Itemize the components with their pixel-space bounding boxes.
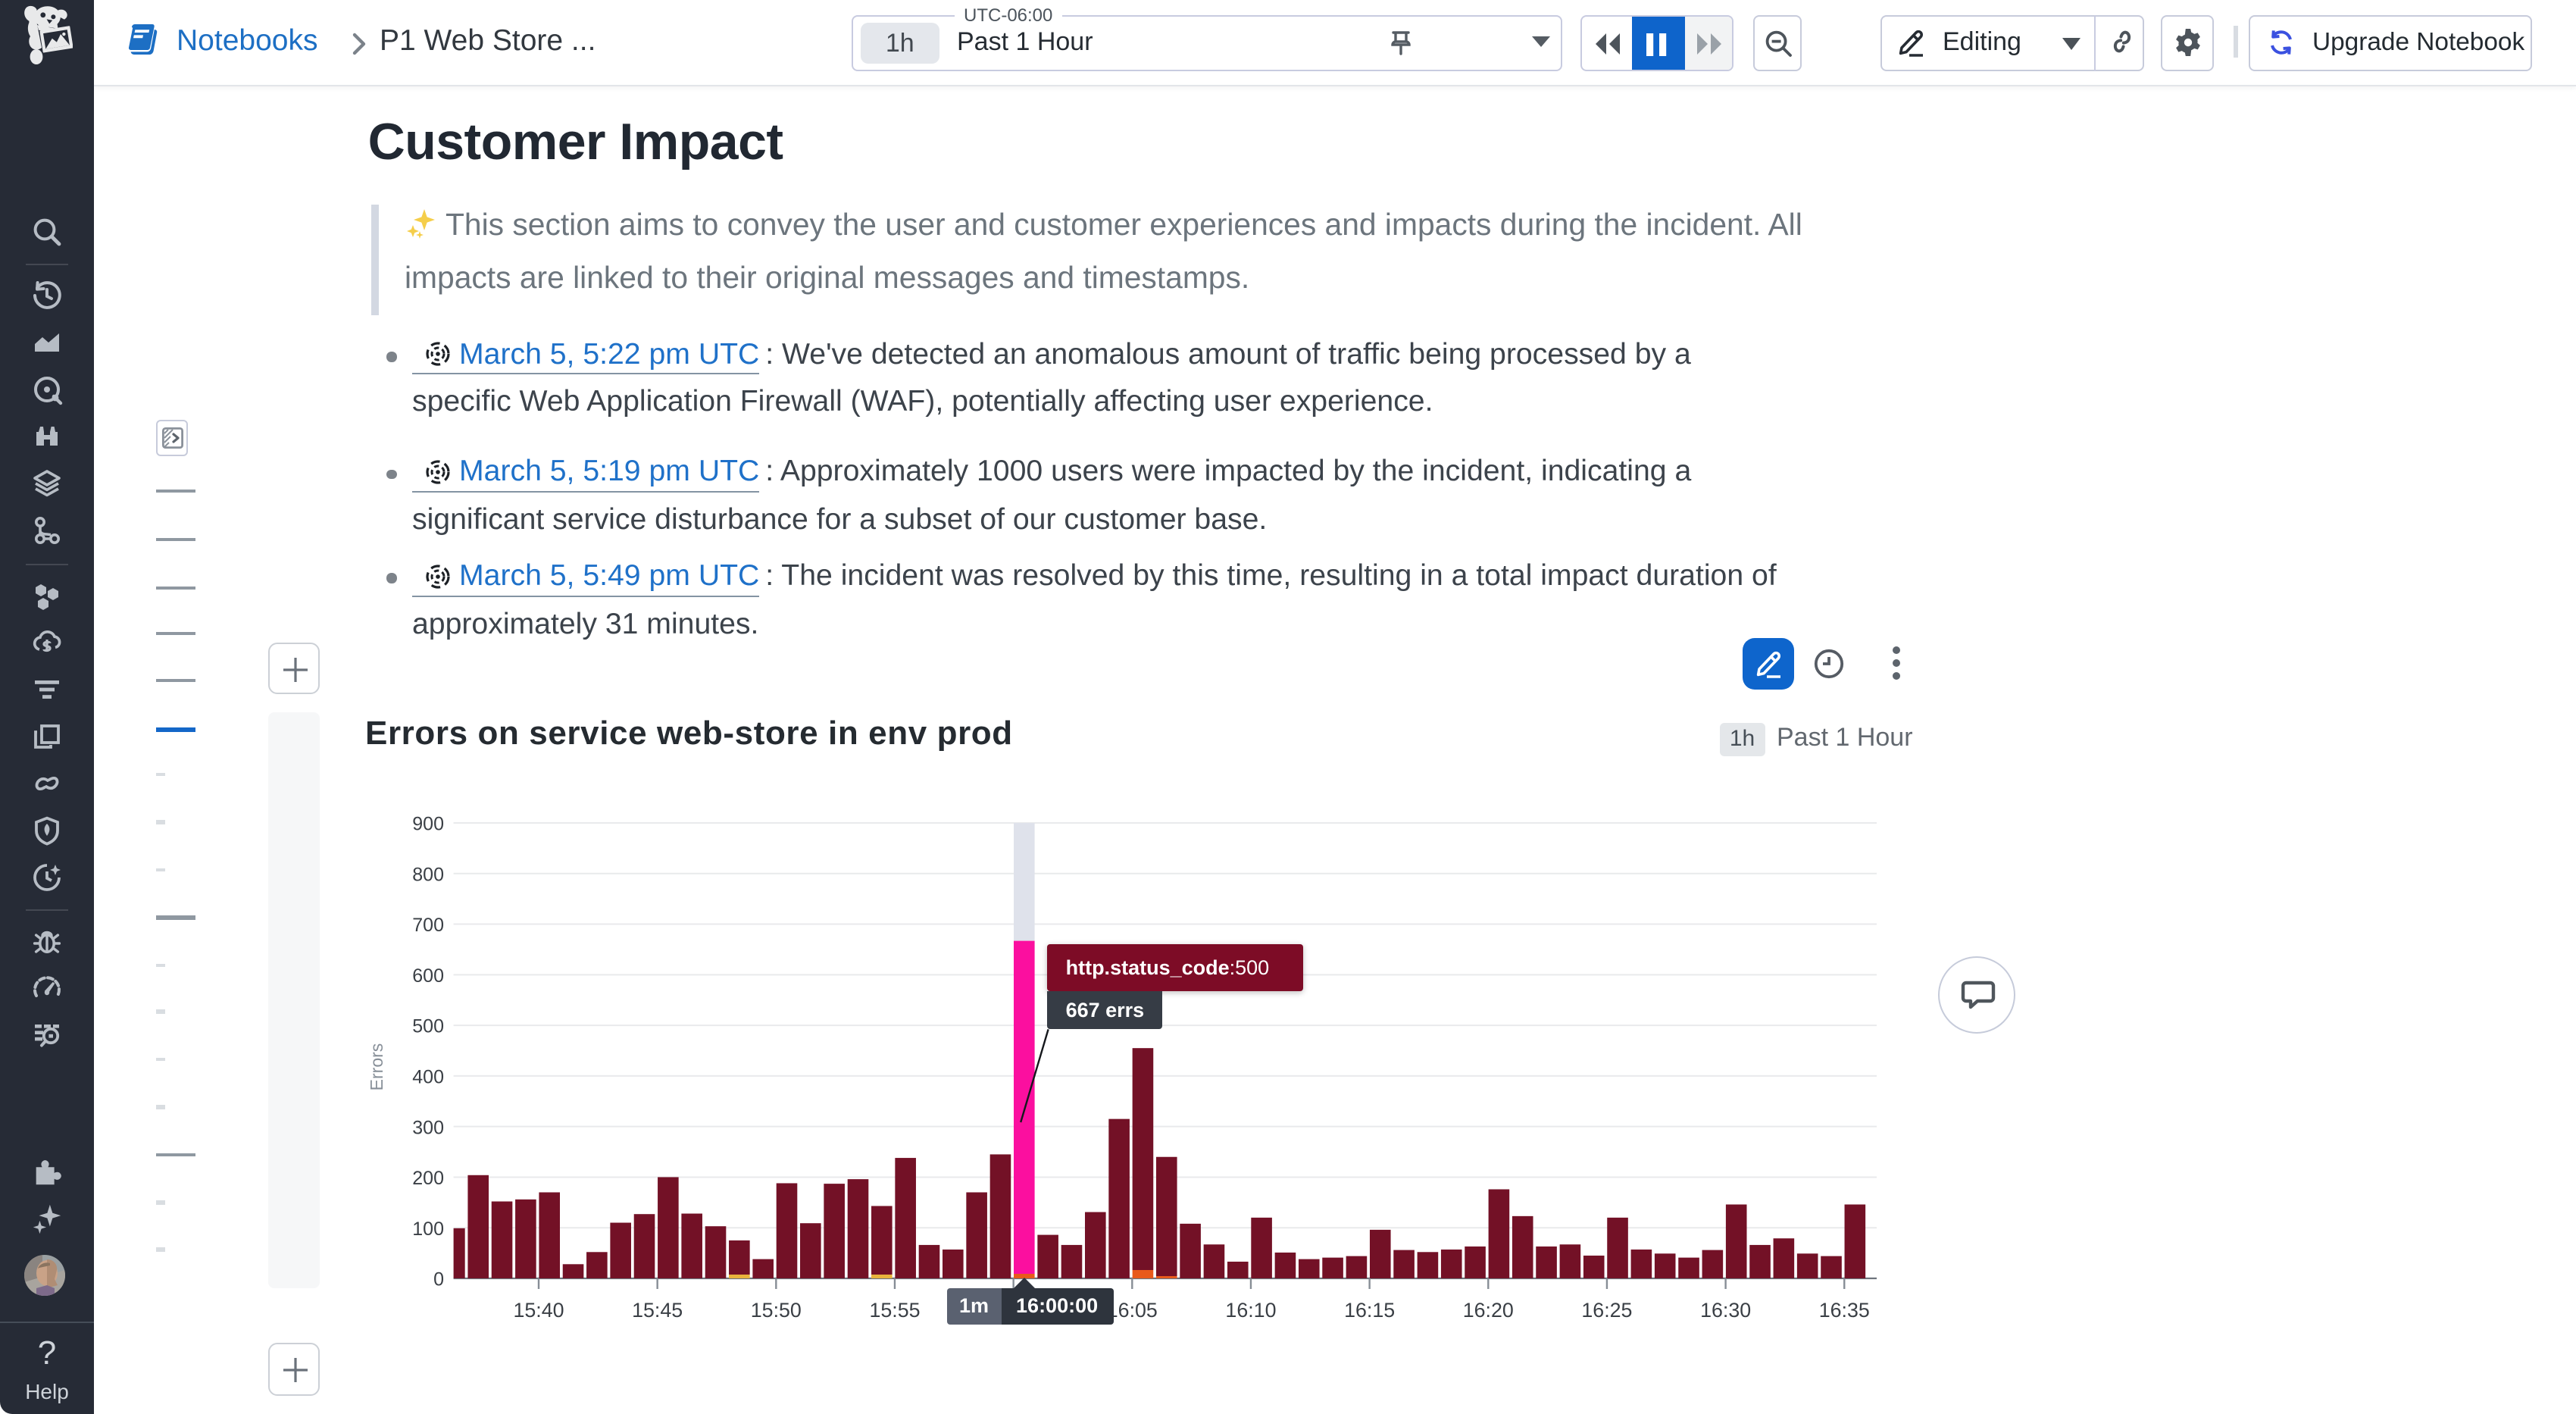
svg-text:15:50: 15:50 <box>751 1299 802 1322</box>
svg-text:500: 500 <box>412 1016 444 1037</box>
svg-text:16:35: 16:35 <box>1819 1299 1870 1322</box>
svg-text:16:10: 16:10 <box>1225 1299 1276 1322</box>
svg-text:16:25: 16:25 <box>1581 1299 1632 1322</box>
svg-text:0: 0 <box>433 1269 444 1290</box>
svg-text:16:15: 16:15 <box>1344 1299 1395 1322</box>
svg-text:700: 700 <box>412 915 444 936</box>
svg-text:Errors: Errors <box>367 1043 386 1091</box>
svg-text:15:40: 15:40 <box>513 1299 564 1322</box>
svg-text:16:05: 16:05 <box>1107 1299 1158 1322</box>
svg-text:100: 100 <box>412 1218 444 1240</box>
svg-text:15:55: 15:55 <box>869 1299 920 1322</box>
svg-text:900: 900 <box>412 814 444 835</box>
svg-text:200: 200 <box>412 1168 444 1189</box>
svg-text:400: 400 <box>412 1066 444 1087</box>
svg-text:15:45: 15:45 <box>632 1299 683 1322</box>
svg-text:800: 800 <box>412 864 444 885</box>
svg-text:16:30: 16:30 <box>1700 1299 1751 1322</box>
svg-text:16:20: 16:20 <box>1463 1299 1514 1322</box>
svg-text:300: 300 <box>412 1117 444 1138</box>
svg-text:600: 600 <box>412 965 444 987</box>
